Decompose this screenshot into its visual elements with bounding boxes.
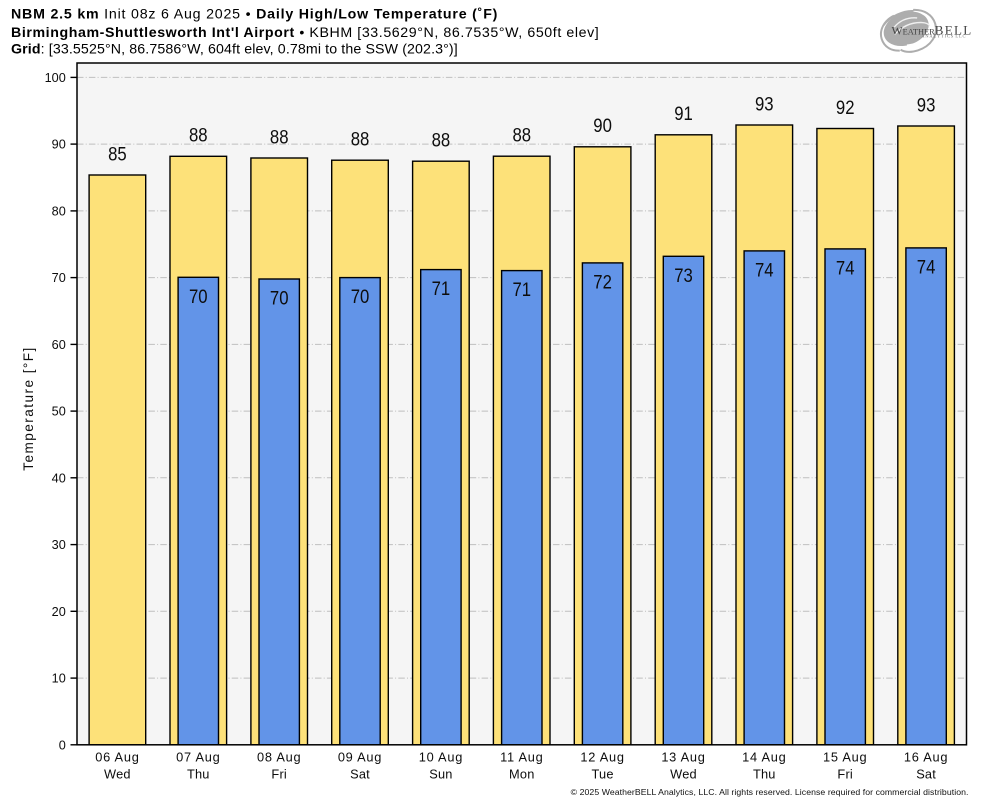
svg-text:NBM 2.5 km Init 08z 6 Aug 2025: NBM 2.5 km Init 08z 6 Aug 2025 • Daily H…	[11, 6, 498, 22]
svg-text:88: 88	[513, 126, 532, 147]
svg-text:Mon: Mon	[509, 767, 535, 782]
svg-text:Birmingham-Shuttlesworth Intʹl: Birmingham-Shuttlesworth Intʹl Airport •…	[11, 25, 599, 41]
svg-text:Grid: [33.5525°N, 86.7586°W, 6: Grid: [33.5525°N, 86.7586°W, 604ft elev,…	[11, 41, 458, 57]
svg-text:91: 91	[674, 104, 693, 125]
svg-text:Fri: Fri	[271, 767, 287, 782]
svg-text:Sat: Sat	[350, 767, 370, 782]
svg-text:90: 90	[52, 138, 66, 152]
svg-text:16 Aug: 16 Aug	[904, 750, 948, 765]
svg-text:Wed: Wed	[104, 767, 131, 782]
svg-text:88: 88	[432, 131, 451, 152]
svg-text:0: 0	[59, 738, 66, 752]
svg-text:15 Aug: 15 Aug	[823, 750, 867, 765]
svg-text:Thu: Thu	[187, 767, 210, 782]
svg-text:Sun: Sun	[429, 767, 452, 782]
svg-text:Temperature [°F]: Temperature [°F]	[21, 346, 36, 471]
svg-text:10 Aug: 10 Aug	[419, 750, 463, 765]
svg-text:14 Aug: 14 Aug	[742, 750, 786, 765]
svg-text:70: 70	[189, 287, 208, 308]
svg-text:88: 88	[270, 127, 289, 148]
svg-text:74: 74	[917, 258, 936, 279]
svg-text:07 Aug: 07 Aug	[176, 750, 220, 765]
svg-text:70: 70	[52, 271, 66, 285]
svg-text:13 Aug: 13 Aug	[661, 750, 705, 765]
svg-text:30: 30	[52, 538, 66, 552]
svg-text:10: 10	[52, 672, 66, 686]
svg-text:Tue: Tue	[592, 767, 614, 782]
svg-text:93: 93	[755, 94, 774, 115]
svg-text:92: 92	[836, 98, 855, 119]
svg-text:Fri: Fri	[837, 767, 853, 782]
svg-text:70: 70	[351, 287, 370, 308]
svg-text:06 Aug: 06 Aug	[95, 750, 139, 765]
svg-text:71: 71	[432, 279, 451, 300]
svg-text:40: 40	[52, 471, 66, 485]
svg-text:Wed: Wed	[670, 767, 697, 782]
svg-text:80: 80	[52, 205, 66, 219]
svg-text:50: 50	[52, 405, 66, 419]
svg-text:88: 88	[189, 126, 208, 147]
svg-text:71: 71	[513, 280, 532, 301]
svg-text:100: 100	[45, 71, 66, 85]
svg-text:60: 60	[52, 338, 66, 352]
svg-text:88: 88	[351, 130, 370, 151]
svg-text:74: 74	[836, 259, 855, 280]
svg-text:72: 72	[593, 273, 612, 294]
svg-text:09 Aug: 09 Aug	[338, 750, 382, 765]
svg-text:© 2025 WeatherBELL Analytics,: © 2025 WeatherBELL Analytics, LLC. All r…	[571, 787, 969, 797]
svg-text:74: 74	[755, 261, 774, 282]
svg-text:08 Aug: 08 Aug	[257, 750, 301, 765]
svg-text:11 Aug: 11 Aug	[500, 750, 543, 765]
svg-text:Thu: Thu	[753, 767, 776, 782]
svg-text:Sat: Sat	[916, 767, 936, 782]
svg-text:93: 93	[917, 95, 936, 116]
svg-text:90: 90	[593, 116, 612, 137]
svg-text:A N A L Y T I C S L L C: A N A L Y T I C S L L C	[921, 34, 965, 39]
svg-text:73: 73	[674, 266, 693, 287]
svg-text:20: 20	[52, 605, 66, 619]
svg-text:12 Aug: 12 Aug	[580, 750, 624, 765]
svg-text:70: 70	[270, 289, 289, 310]
svg-text:85: 85	[108, 144, 127, 165]
